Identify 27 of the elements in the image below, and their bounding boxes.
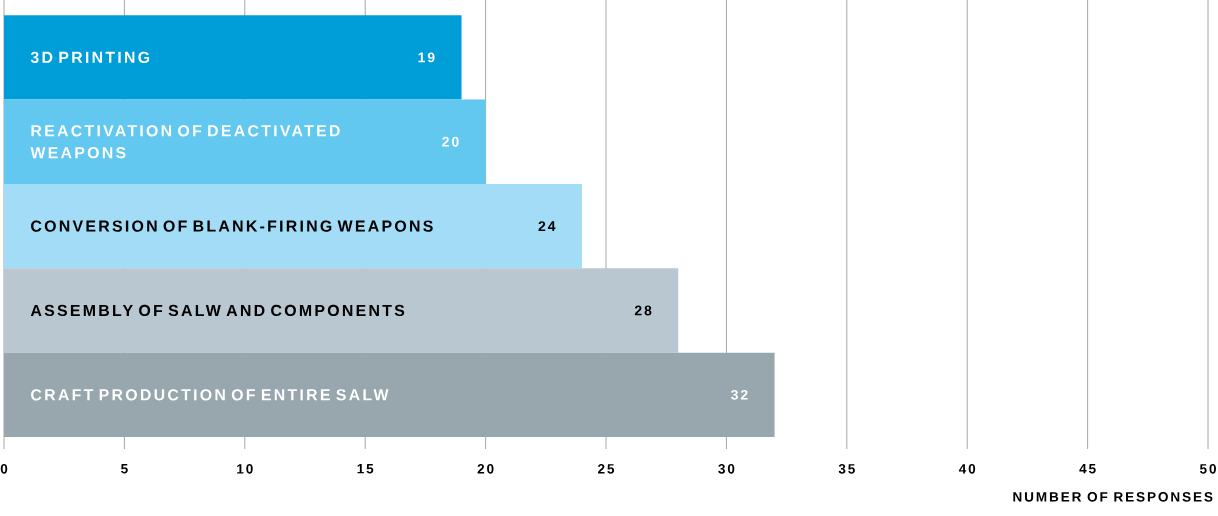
x-tick-label: 10 bbox=[237, 464, 253, 474]
data-label: 19 bbox=[418, 52, 435, 63]
x-tick-label: 25 bbox=[597, 464, 615, 474]
y-tick-label: 3D PRINTING bbox=[30, 51, 150, 64]
data-label: 32 bbox=[731, 389, 748, 400]
bar bbox=[4, 99, 486, 184]
data-label: 28 bbox=[634, 305, 652, 316]
y-tick-label: CRAFT PRODUCTION OF ENTIRE SALW bbox=[31, 389, 389, 401]
y-tick-label: REACTIVATION OF DEACTIVATED WEAPONS bbox=[30, 125, 340, 159]
bar bbox=[4, 352, 775, 438]
x-tick-label: 50 bbox=[1199, 464, 1216, 474]
x-tick-label: 20 bbox=[477, 464, 494, 474]
x-tick-label: 45 bbox=[1079, 464, 1096, 474]
y-tick-label: ASSEMBLY OF SALW AND COMPONENTS bbox=[30, 304, 405, 317]
bar bbox=[4, 183, 582, 269]
data-label: 24 bbox=[538, 221, 556, 231]
x-tick-label: 30 bbox=[718, 464, 735, 474]
x-tick-label: 35 bbox=[838, 464, 855, 474]
x-tick-label: 0 bbox=[0, 464, 8, 474]
x-axis-title: NUMBER OF RESPONSES bbox=[1013, 492, 1213, 502]
x-tick-label: 5 bbox=[121, 464, 128, 474]
x-tick-label: 40 bbox=[958, 464, 976, 474]
bar bbox=[4, 268, 679, 353]
x-tick-label: 15 bbox=[357, 464, 374, 474]
bar bbox=[4, 15, 462, 100]
data-label: 20 bbox=[442, 136, 459, 147]
y-tick-label: CONVERSION OF BLANK-FIRING WEAPONS bbox=[31, 220, 433, 232]
